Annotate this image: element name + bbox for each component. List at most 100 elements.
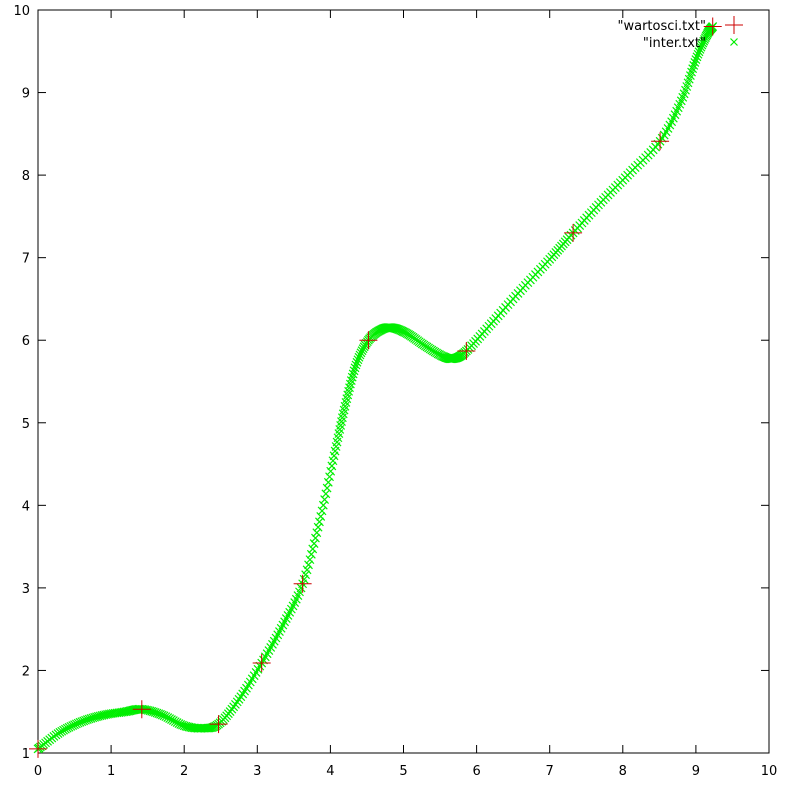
data-point [355, 350, 365, 360]
cross-b [104, 709, 114, 719]
legend-marker [725, 16, 743, 34]
cross-b [325, 472, 334, 482]
cross-b [170, 717, 180, 727]
cross-b [313, 522, 323, 532]
data-point [325, 472, 334, 482]
y-tick-label: 4 [22, 499, 30, 514]
cross-b [316, 512, 326, 521]
data-point [350, 363, 360, 373]
data-point [313, 522, 323, 532]
cross-b [165, 714, 175, 723]
cross-b [302, 565, 312, 575]
cross-b [304, 560, 313, 570]
x-tick-label: 8 [619, 764, 627, 779]
data-point [252, 654, 271, 673]
cross-b [346, 376, 356, 386]
cross-b [352, 357, 362, 367]
cross-b [145, 706, 155, 716]
data-point [305, 555, 315, 565]
cross-b [154, 709, 164, 719]
cross-b [690, 57, 700, 67]
data-point [132, 700, 151, 719]
data-point [308, 544, 318, 554]
data-point [359, 331, 378, 350]
data-point [321, 489, 331, 499]
data-point [309, 539, 319, 548]
data-point [142, 705, 152, 715]
cross-b [351, 360, 361, 370]
legend: "wartosci.txt" "inter.txt" [617, 16, 743, 51]
cross-b [691, 55, 701, 64]
data-point [326, 466, 336, 476]
cross-b [321, 489, 331, 499]
data-point [352, 357, 362, 367]
cross-b [142, 705, 152, 715]
cross-b [730, 38, 738, 46]
data-point [345, 379, 355, 389]
data-point [209, 715, 228, 734]
data-point [179, 721, 189, 731]
x-tick-label: 3 [253, 764, 261, 779]
cross-b [143, 705, 153, 715]
y-tick-label: 7 [22, 252, 30, 267]
data-point [345, 383, 354, 393]
series-inter [33, 22, 718, 754]
cross-b [176, 719, 186, 729]
cross-b [99, 710, 109, 720]
cross-b [106, 709, 116, 719]
cross-b [147, 706, 157, 716]
data-point [651, 132, 670, 151]
data-point [322, 483, 332, 493]
cross-b [150, 708, 160, 717]
data-point [315, 517, 324, 527]
y-tick-label: 5 [22, 417, 30, 432]
cross-b [326, 466, 336, 476]
x-tick-label: 0 [34, 764, 42, 779]
data-point [317, 506, 327, 516]
cross-b [688, 64, 698, 74]
data-point [354, 352, 364, 362]
cross-b [693, 49, 703, 59]
cross-b [108, 708, 118, 718]
data-point [306, 549, 316, 559]
x-tick-label: 4 [326, 764, 334, 779]
cross-b [163, 713, 173, 722]
y-tick-label: 1 [22, 747, 30, 762]
y-tick-label: 8 [22, 169, 30, 184]
data-point [689, 61, 699, 70]
cross-b [388, 323, 397, 333]
cross-b [161, 712, 171, 722]
cross-b [306, 549, 316, 559]
cross-b [157, 710, 167, 720]
cross-b [174, 719, 184, 728]
data-point [320, 495, 330, 504]
cross-b [178, 720, 187, 730]
series-wartosci [29, 17, 722, 758]
data-point [311, 533, 320, 543]
data-point [693, 49, 703, 59]
data-point [695, 45, 705, 54]
x-tick-label: 1 [107, 764, 115, 779]
data-point [690, 57, 700, 67]
cross-b [179, 721, 189, 731]
y-tick-label: 2 [22, 664, 30, 679]
data-point [302, 565, 312, 575]
data-point [351, 360, 361, 370]
cross-b [320, 495, 330, 504]
data-point [348, 369, 358, 379]
data-point [353, 355, 363, 365]
cross-b [694, 47, 704, 57]
data-point [318, 500, 328, 510]
cross-b [347, 372, 357, 382]
cross-b [305, 555, 315, 565]
cross-b [156, 709, 165, 719]
data-point [29, 739, 47, 758]
cross-b [345, 379, 355, 389]
data-point [312, 528, 322, 538]
data-point [688, 64, 698, 74]
legend-label: "wartosci.txt" [617, 19, 706, 34]
cross-b [387, 323, 396, 333]
cross-b [348, 369, 358, 379]
cross-b [309, 539, 319, 548]
